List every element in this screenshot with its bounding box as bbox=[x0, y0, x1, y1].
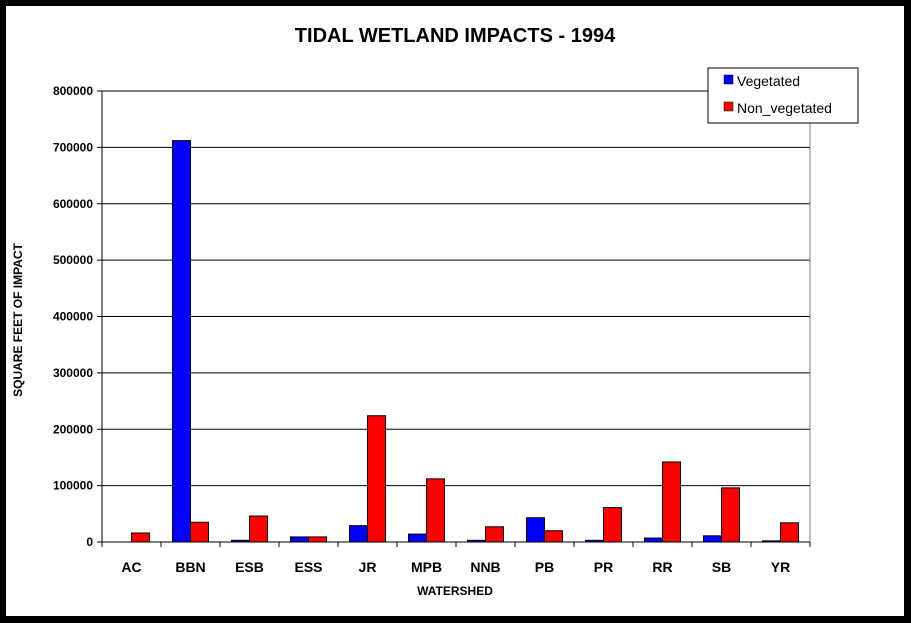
y-tick-label: 100000 bbox=[53, 479, 93, 493]
bar-non-vegetated-rr bbox=[662, 461, 681, 543]
legend-label-vegetated: Vegetated bbox=[737, 73, 800, 89]
x-category-label: AC bbox=[121, 559, 141, 575]
x-category-label: NNB bbox=[470, 559, 500, 575]
x-category-label: JR bbox=[359, 559, 377, 575]
bar-vegetated-sb bbox=[703, 535, 723, 543]
bar-vegetated-mpb bbox=[408, 533, 428, 543]
y-tick-label: 500000 bbox=[53, 253, 93, 267]
x-category-label: ESB bbox=[235, 559, 264, 575]
x-category-label: RR bbox=[652, 559, 672, 575]
bar-non-vegetated-yr bbox=[780, 522, 799, 543]
bar-non-vegetated-ess bbox=[308, 536, 327, 543]
x-category-label: PR bbox=[594, 559, 613, 575]
bar-non-vegetated-sb bbox=[721, 487, 740, 543]
bar-non-vegetated-pr bbox=[603, 507, 622, 543]
bar-non-vegetated-nnb bbox=[485, 526, 504, 543]
y-tick-label: 800000 bbox=[53, 84, 93, 98]
bar-vegetated-ess bbox=[290, 536, 310, 543]
legend-swatch-vegetated bbox=[723, 74, 734, 85]
x-category-label: BBN bbox=[175, 559, 205, 575]
x-category-label: YR bbox=[771, 559, 790, 575]
bar-non-vegetated-mpb bbox=[426, 478, 445, 543]
y-tick-label: 300000 bbox=[53, 366, 93, 380]
chart-svg: TIDAL WETLAND IMPACTS - 1994 0 100000 2000… bbox=[11, 25, 859, 598]
legend-label-non-vegetated: Non_vegetated bbox=[737, 100, 832, 116]
gridlines bbox=[102, 90, 810, 487]
bar-non-vegetated-esb bbox=[249, 515, 268, 543]
axes bbox=[97, 90, 811, 547]
chart-frame: TIDAL WETLAND IMPACTS - 1994 0 100000 2000… bbox=[6, 6, 904, 616]
y-tick-labels: 0 100000 200000 300000 400000 500000 600000 700… bbox=[53, 84, 93, 549]
x-category-label: MPB bbox=[411, 559, 442, 575]
y-tick-label: 600000 bbox=[53, 197, 93, 211]
bar-vegetated-jr bbox=[349, 525, 369, 543]
bar-vegetated-bbn bbox=[172, 140, 192, 543]
y-tick-label: 200000 bbox=[53, 422, 93, 436]
x-category-label: SB bbox=[712, 559, 731, 575]
legend: Vegetated Non_vegetated bbox=[707, 67, 859, 124]
bar-non-vegetated-jr bbox=[367, 415, 386, 543]
y-tick-label: 400000 bbox=[53, 310, 93, 324]
x-category-label: ESS bbox=[294, 559, 322, 575]
bar-non-vegetated-bbn bbox=[190, 521, 209, 543]
legend-swatch-non-vegetated bbox=[723, 101, 734, 112]
y-tick-label: 700000 bbox=[53, 140, 93, 154]
bar-vegetated-rr bbox=[644, 537, 664, 543]
bar-vegetated-pb bbox=[526, 517, 546, 543]
x-category-labels: AC BBN ESB ESS JR MPB NNB PB PR RR SB YR bbox=[121, 559, 790, 575]
y-axis-title: SQUARE FEET OF IMPACT bbox=[11, 242, 25, 396]
bar-non-vegetated-pb bbox=[544, 530, 563, 543]
x-axis-title: WATERSHED bbox=[417, 584, 493, 598]
y-tick-label: 0 bbox=[86, 535, 93, 549]
bars bbox=[131, 140, 799, 543]
chart-title: TIDAL WETLAND IMPACTS - 1994 bbox=[295, 25, 616, 47]
x-category-label: PB bbox=[535, 559, 554, 575]
bar-non-vegetated-ac bbox=[131, 532, 150, 543]
